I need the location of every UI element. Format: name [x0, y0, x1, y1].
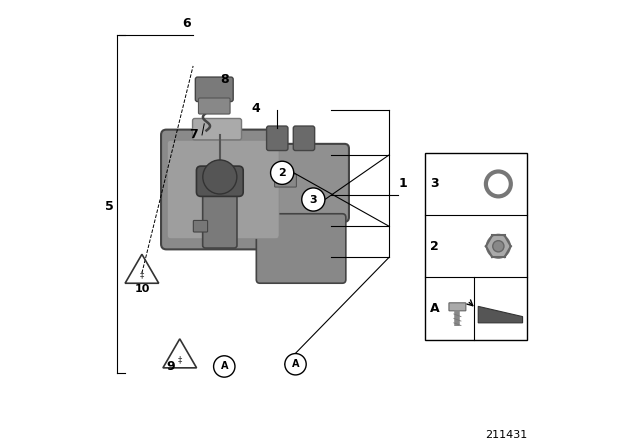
- FancyBboxPatch shape: [257, 214, 346, 283]
- Circle shape: [493, 241, 504, 252]
- Text: 10: 10: [134, 284, 150, 293]
- Circle shape: [203, 160, 237, 194]
- Text: 5: 5: [106, 200, 114, 213]
- Text: 3: 3: [430, 177, 438, 190]
- FancyBboxPatch shape: [193, 118, 241, 140]
- Polygon shape: [478, 306, 523, 323]
- FancyBboxPatch shape: [193, 220, 207, 232]
- FancyBboxPatch shape: [449, 303, 466, 311]
- Circle shape: [486, 234, 510, 258]
- Text: 1: 1: [399, 177, 407, 190]
- Text: A: A: [292, 359, 300, 369]
- Bar: [424, 153, 527, 340]
- Circle shape: [285, 353, 306, 375]
- Circle shape: [214, 356, 235, 377]
- Text: A: A: [430, 302, 440, 315]
- Text: 3: 3: [310, 194, 317, 205]
- Text: 211431: 211431: [484, 431, 527, 440]
- FancyBboxPatch shape: [167, 140, 279, 239]
- Text: 2: 2: [430, 240, 438, 253]
- Circle shape: [301, 188, 325, 211]
- Circle shape: [271, 161, 294, 185]
- FancyBboxPatch shape: [161, 129, 285, 250]
- Text: 9: 9: [166, 360, 175, 373]
- Text: 4: 4: [251, 102, 260, 115]
- FancyBboxPatch shape: [198, 98, 230, 114]
- FancyBboxPatch shape: [203, 189, 237, 248]
- FancyBboxPatch shape: [267, 126, 288, 151]
- FancyBboxPatch shape: [293, 126, 315, 151]
- FancyBboxPatch shape: [195, 77, 233, 102]
- Text: A: A: [221, 362, 228, 371]
- Text: ‡: ‡: [140, 270, 144, 280]
- FancyBboxPatch shape: [253, 144, 349, 222]
- Text: ‡: ‡: [178, 355, 182, 364]
- Text: 6: 6: [182, 17, 191, 30]
- FancyBboxPatch shape: [275, 174, 296, 187]
- FancyBboxPatch shape: [196, 166, 243, 196]
- Text: 7: 7: [189, 129, 198, 142]
- Text: 8: 8: [220, 73, 228, 86]
- Text: 2: 2: [278, 168, 286, 178]
